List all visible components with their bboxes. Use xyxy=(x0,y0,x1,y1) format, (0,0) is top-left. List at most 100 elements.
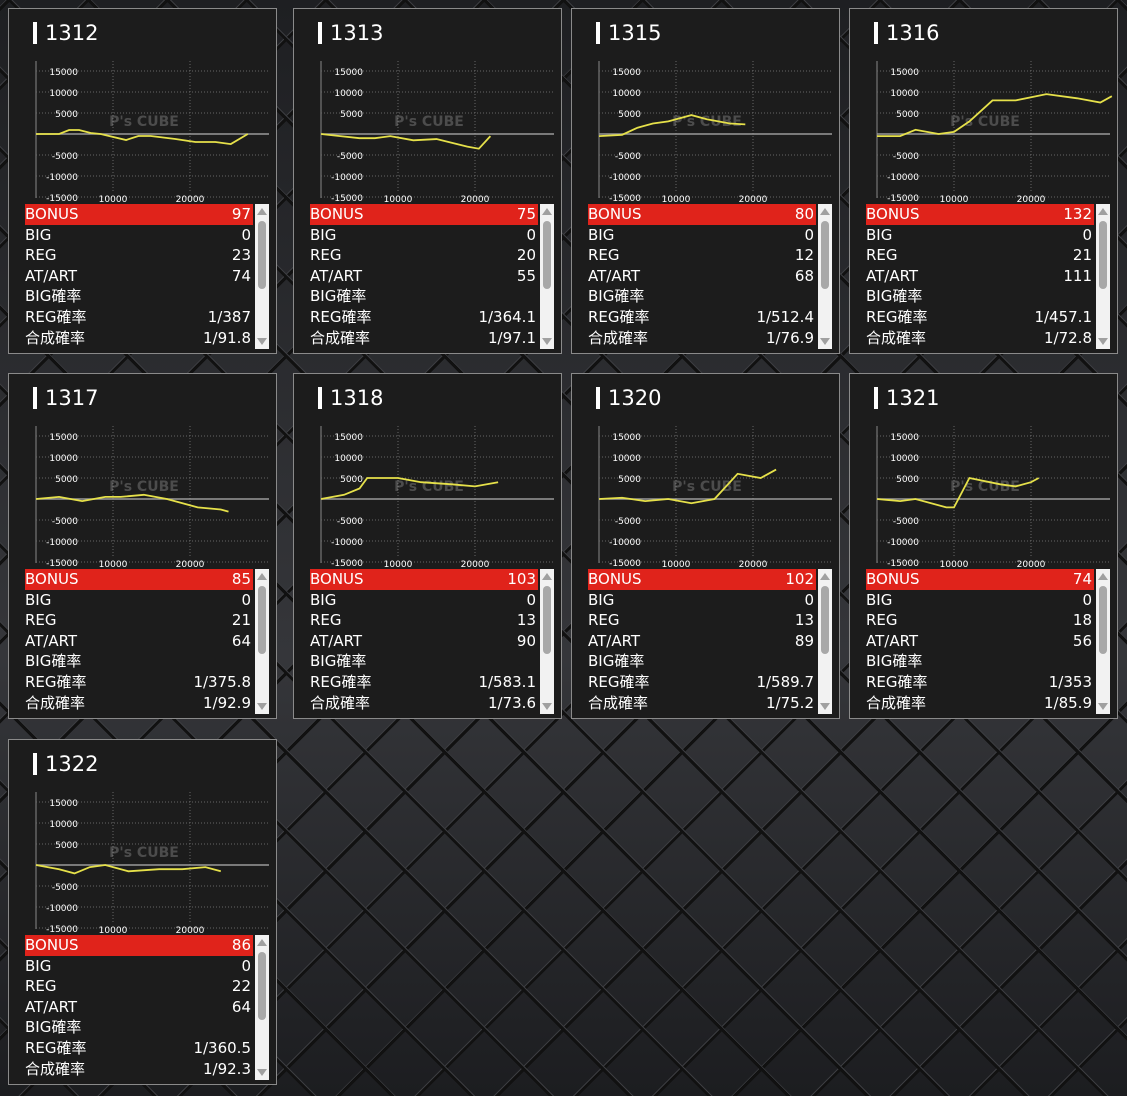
scroll-down-icon[interactable] xyxy=(257,1069,267,1076)
stat-value: 1/92.3 xyxy=(203,1059,251,1078)
scrollbar[interactable] xyxy=(255,935,269,1080)
machine-card[interactable]: 1313 15000 10000 5000 -5000 -10000 -15000 10000… xyxy=(293,8,562,354)
stat-value: 1/76.9 xyxy=(766,328,814,347)
scroll-thumb[interactable] xyxy=(1099,221,1107,289)
machine-number[interactable]: 1313 xyxy=(318,19,383,47)
scroll-up-icon[interactable] xyxy=(1098,573,1108,580)
machine-number[interactable]: 1318 xyxy=(318,384,383,412)
y-tick-label: 10000 xyxy=(890,454,919,464)
stat-row: AT/ART 64 xyxy=(25,631,253,652)
scroll-thumb[interactable] xyxy=(1099,586,1107,654)
scroll-down-icon[interactable] xyxy=(542,703,552,710)
x-tick-label: 20000 xyxy=(461,560,490,568)
stat-value: 1/457.1 xyxy=(1034,307,1092,326)
watermark-logo: P's CUBE xyxy=(950,114,1020,130)
scrollbar[interactable] xyxy=(255,569,269,714)
machine-card[interactable]: 1322 15000 10000 5000 -5000 -10000 -15000 10000… xyxy=(8,739,277,1085)
x-tick-label: 10000 xyxy=(99,195,128,203)
machine-card[interactable]: 1315 15000 10000 5000 -5000 -10000 -15000 10000… xyxy=(571,8,840,354)
stat-label: REG xyxy=(25,246,57,265)
stat-value: 1/583.1 xyxy=(478,672,536,691)
machine-card[interactable]: 1316 15000 10000 5000 -5000 -10000 -15000 10000… xyxy=(849,8,1118,354)
machine-number[interactable]: 1312 xyxy=(33,19,98,47)
stats-table: BONUS 80 BIG 0 REG 12 AT/ART 68 BIG確率 REG確率 1/512.… xyxy=(588,204,832,349)
scrollbar[interactable] xyxy=(540,204,554,349)
y-tick-label: 10000 xyxy=(334,454,363,464)
scroll-thumb[interactable] xyxy=(543,586,551,654)
machine-number[interactable]: 1320 xyxy=(596,384,661,412)
scroll-down-icon[interactable] xyxy=(820,338,830,345)
machine-card[interactable]: 1320 15000 10000 5000 -5000 -10000 -15000 10000… xyxy=(571,373,840,719)
stat-label: BONUS xyxy=(310,205,364,223)
stat-row: REG確率 1/583.1 xyxy=(310,672,538,693)
stat-row: BONUS 103 xyxy=(310,569,538,590)
machine-card[interactable]: 1317 15000 10000 5000 -5000 -10000 -15000 10000… xyxy=(8,373,277,719)
stats-table: BONUS 103 BIG 0 REG 13 AT/ART 90 BIG確率 REG確率 1/583… xyxy=(310,569,554,714)
scroll-down-icon[interactable] xyxy=(257,703,267,710)
scroll-down-icon[interactable] xyxy=(542,338,552,345)
machine-card[interactable]: 1312 15000 10000 5000 -5000 -10000 -15000 10000… xyxy=(8,8,277,354)
stat-label: BIG xyxy=(310,590,337,609)
scroll-up-icon[interactable] xyxy=(542,573,552,580)
stat-row: AT/ART 74 xyxy=(25,266,253,287)
slump-chart: 15000 10000 5000 -5000 -10000 -15000 10000 2000… xyxy=(320,61,554,203)
machine-card[interactable]: 1321 15000 10000 5000 -5000 -10000 -15000 10000… xyxy=(849,373,1118,719)
scroll-up-icon[interactable] xyxy=(1098,208,1108,215)
scroll-down-icon[interactable] xyxy=(820,703,830,710)
machine-number[interactable]: 1316 xyxy=(874,19,939,47)
stat-label: BIG xyxy=(588,590,615,609)
scroll-down-icon[interactable] xyxy=(1098,703,1108,710)
scroll-up-icon[interactable] xyxy=(820,573,830,580)
scrollbar[interactable] xyxy=(1096,569,1110,714)
scroll-thumb[interactable] xyxy=(258,221,266,289)
y-tick-label: -10000 xyxy=(609,173,641,183)
stat-row: REG 12 xyxy=(588,245,816,266)
y-tick-label: 15000 xyxy=(334,433,363,443)
y-tick-label: -15000 xyxy=(331,559,363,568)
stat-row: REG 22 xyxy=(25,976,253,997)
slump-line xyxy=(320,133,492,150)
stat-row: BIG確率 xyxy=(25,1017,253,1038)
y-tick-label: -10000 xyxy=(46,904,78,914)
scroll-thumb[interactable] xyxy=(543,221,551,289)
scroll-thumb[interactable] xyxy=(258,952,266,1020)
scrollbar[interactable] xyxy=(255,204,269,349)
slump-chart: 15000 10000 5000 -5000 -10000 -15000 10000 2000… xyxy=(320,426,554,568)
stat-value: 1/353 xyxy=(1048,672,1092,691)
stat-label: REG確率 xyxy=(588,307,650,326)
stat-label: 合成確率 xyxy=(25,328,86,347)
stat-row: 合成確率 1/91.8 xyxy=(25,328,253,349)
stat-row: BIG 0 xyxy=(588,225,816,246)
stat-label: BIG確率 xyxy=(25,1018,82,1037)
y-tick-label: 10000 xyxy=(49,89,78,99)
stat-value: 0 xyxy=(526,590,536,609)
machine-number[interactable]: 1322 xyxy=(33,750,98,778)
stat-row: BIG 0 xyxy=(588,590,816,611)
scrollbar[interactable] xyxy=(818,569,832,714)
stat-value: 103 xyxy=(507,570,536,588)
machine-number[interactable]: 1321 xyxy=(874,384,939,412)
scrollbar[interactable] xyxy=(1096,204,1110,349)
scroll-up-icon[interactable] xyxy=(542,208,552,215)
machine-card[interactable]: 1318 15000 10000 5000 -5000 -10000 -15000 10000… xyxy=(293,373,562,719)
machine-number[interactable]: 1317 xyxy=(33,384,98,412)
scroll-up-icon[interactable] xyxy=(820,208,830,215)
scroll-thumb[interactable] xyxy=(821,221,829,289)
stats-table: BONUS 132 BIG 0 REG 21 AT/ART 111 BIG確率 REG確率 1/45… xyxy=(866,204,1110,349)
stat-row: BIG確率 xyxy=(25,651,253,672)
stat-label: 合成確率 xyxy=(866,693,927,712)
machine-number[interactable]: 1315 xyxy=(596,19,661,47)
scroll-up-icon[interactable] xyxy=(257,939,267,946)
scrollbar[interactable] xyxy=(540,569,554,714)
y-tick-label: 5000 xyxy=(896,475,919,485)
scrollbar[interactable] xyxy=(818,204,832,349)
scroll-down-icon[interactable] xyxy=(1098,338,1108,345)
scroll-down-icon[interactable] xyxy=(257,338,267,345)
scroll-up-icon[interactable] xyxy=(257,208,267,215)
stat-value: 1/589.7 xyxy=(756,672,814,691)
scroll-thumb[interactable] xyxy=(821,586,829,654)
stat-row: BIG確率 xyxy=(310,286,538,307)
scroll-thumb[interactable] xyxy=(258,586,266,654)
scroll-up-icon[interactable] xyxy=(257,573,267,580)
stat-value: 1/375.8 xyxy=(193,672,251,691)
